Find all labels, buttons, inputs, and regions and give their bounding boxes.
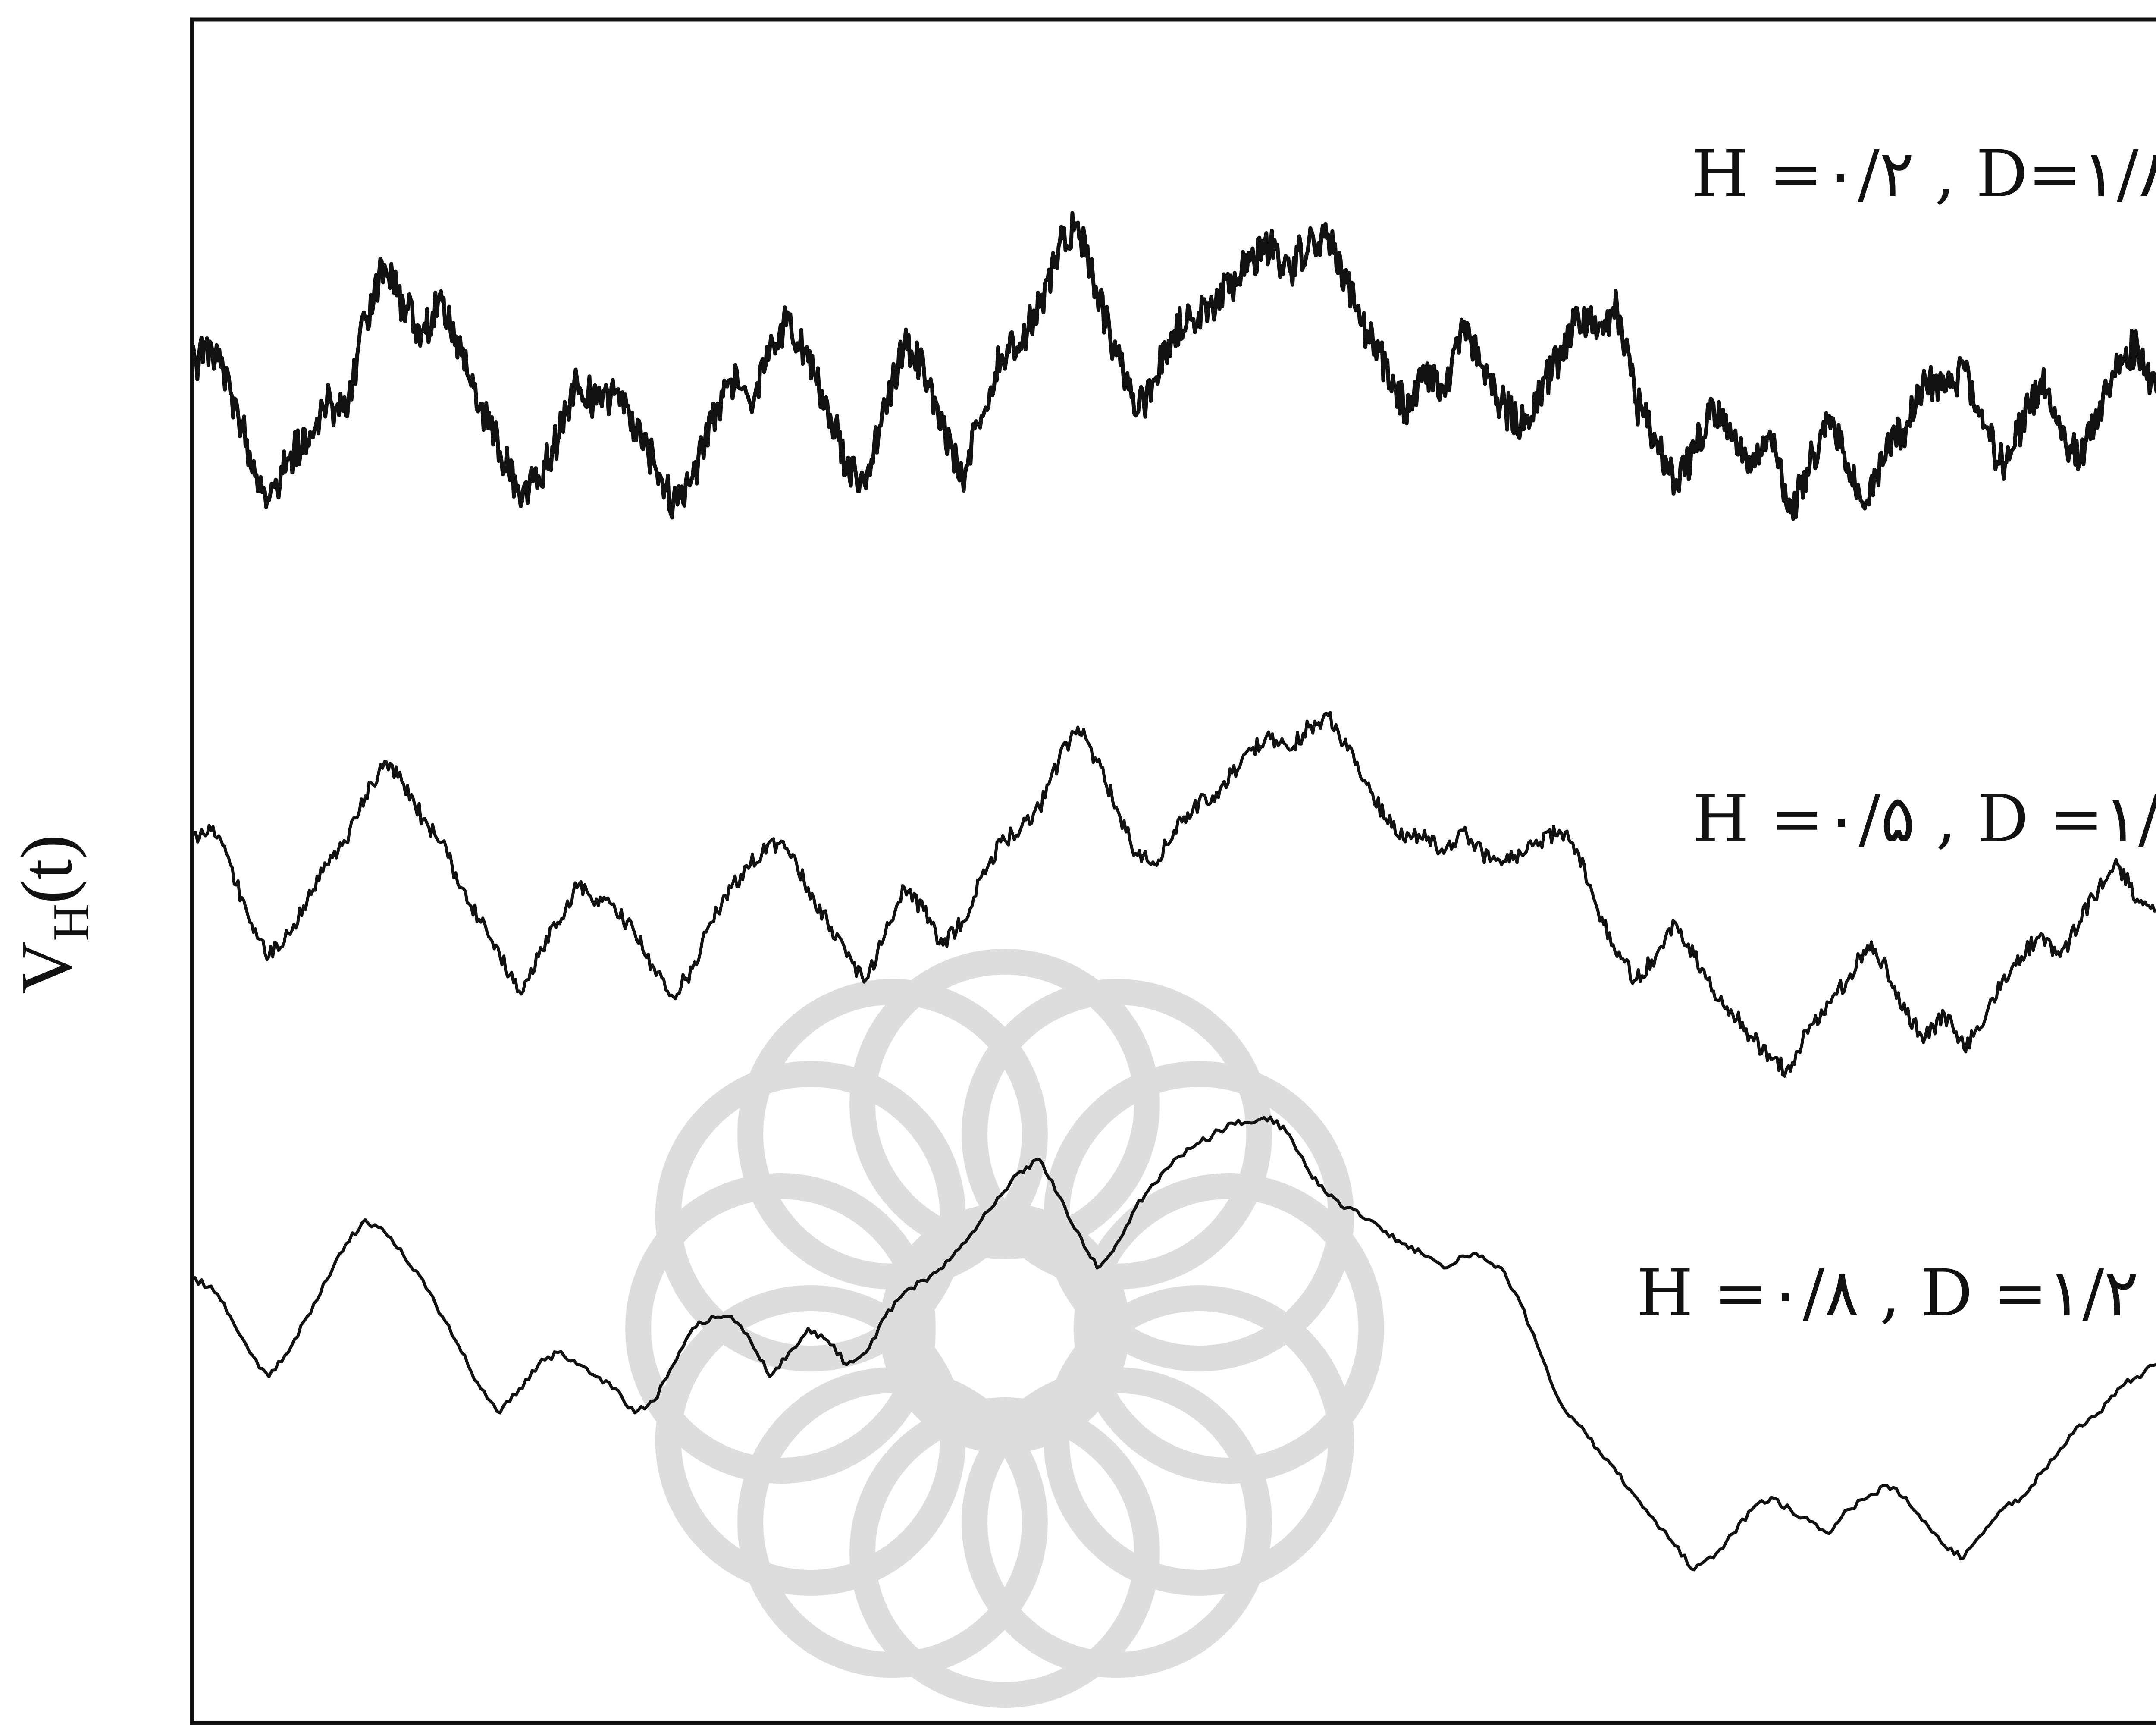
series-label-1: H =٠/٢ , D=١/٨ bbox=[1692, 137, 2156, 212]
watermark-ring bbox=[625, 1173, 936, 1484]
series-line-3 bbox=[190, 1115, 2156, 1572]
series-line-2 bbox=[190, 711, 2156, 1078]
series-label-3: H =٠/٨ , D =١/٢ bbox=[1637, 1256, 2139, 1331]
y-axis-label: VH(t) bbox=[6, 835, 100, 994]
y-axis-label-sub: H bbox=[42, 904, 100, 941]
watermark-ring bbox=[849, 1397, 1160, 1708]
watermark-ring bbox=[849, 949, 1160, 1259]
series-label-2: H =٠/۵ , D =١/۵ bbox=[1693, 781, 2156, 857]
y-axis-label-tail: (t) bbox=[6, 835, 87, 904]
watermark-rosette bbox=[625, 949, 1384, 1708]
watermark-ring bbox=[1074, 1173, 1384, 1484]
series-layer bbox=[190, 211, 2156, 1572]
plot-frame bbox=[190, 17, 2156, 1725]
watermark-core bbox=[880, 1203, 1130, 1453]
series-line-1 bbox=[190, 211, 2156, 521]
y-axis-label-main: V bbox=[6, 941, 87, 994]
